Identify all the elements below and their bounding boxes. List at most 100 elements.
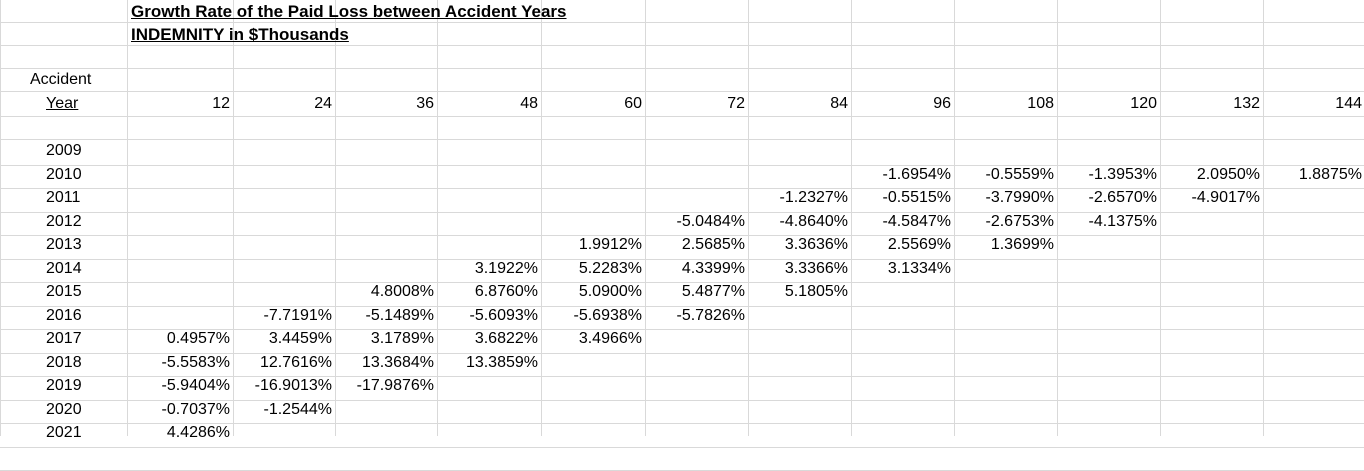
growth-rate-cell[interactable]: -4.1375% [1088, 213, 1158, 230]
grid-column-line [748, 0, 749, 436]
growth-rate-cell[interactable]: 3.1922% [474, 260, 538, 277]
growth-rate-cell[interactable]: -1.3953% [1088, 166, 1158, 183]
dev-age-header[interactable]: 132 [1233, 95, 1260, 112]
growth-rate-cell[interactable]: 12.7616% [259, 354, 332, 371]
grid-row-line [0, 353, 1364, 354]
grid-row-line [0, 45, 1364, 46]
header-year[interactable]: Year [46, 95, 79, 112]
accident-year-label[interactable]: 2015 [46, 283, 82, 300]
accident-year-label[interactable]: 2009 [46, 142, 82, 159]
growth-rate-cell[interactable]: 1.3699% [990, 236, 1054, 253]
growth-rate-cell[interactable]: -1.6954% [882, 166, 952, 183]
growth-rate-cell[interactable]: -5.6938% [573, 307, 643, 324]
growth-rate-cell[interactable]: 3.1334% [887, 260, 951, 277]
grid-column-line [1263, 0, 1264, 436]
growth-rate-cell[interactable]: 4.3399% [681, 260, 745, 277]
dev-age-header[interactable]: 96 [933, 95, 951, 112]
growth-rate-cell[interactable]: 5.0900% [578, 283, 642, 300]
grid-row-line [0, 400, 1364, 401]
accident-year-label[interactable]: 2018 [46, 354, 82, 371]
growth-rate-cell[interactable]: 1.8875% [1298, 166, 1362, 183]
growth-rate-cell[interactable]: -5.7826% [676, 307, 746, 324]
growth-rate-cell[interactable]: 2.0950% [1196, 166, 1260, 183]
growth-rate-cell[interactable]: 3.4966% [578, 330, 642, 347]
grid-row-line [0, 139, 1364, 140]
accident-year-label[interactable]: 2013 [46, 236, 82, 253]
growth-rate-cell[interactable]: 1.9912% [578, 236, 642, 253]
grid-column-line [233, 0, 234, 436]
accident-year-label[interactable]: 2014 [46, 260, 82, 277]
growth-rate-cell[interactable]: 5.2283% [578, 260, 642, 277]
growth-rate-cell[interactable]: -5.0484% [676, 213, 746, 230]
growth-rate-cell[interactable]: 3.4459% [268, 330, 332, 347]
growth-rate-cell[interactable]: 13.3684% [361, 354, 434, 371]
growth-rate-cell[interactable]: -4.5847% [882, 213, 952, 230]
accident-year-label[interactable]: 2016 [46, 307, 82, 324]
grid-row-line [0, 22, 1364, 23]
growth-rate-cell[interactable]: -1.2544% [263, 401, 333, 418]
dev-age-header[interactable]: 60 [624, 95, 642, 112]
accident-year-label[interactable]: 2012 [46, 213, 82, 230]
sheet-title[interactable]: Growth Rate of the Paid Loss between Acc… [131, 2, 567, 21]
growth-rate-cell[interactable]: -4.9017% [1191, 189, 1261, 206]
header-accident[interactable]: Accident [30, 71, 92, 88]
accident-year-label[interactable]: 2019 [46, 377, 82, 394]
growth-rate-cell[interactable]: -5.9404% [161, 377, 231, 394]
growth-rate-cell[interactable]: -16.9013% [254, 377, 332, 394]
grid-row-line [0, 116, 1364, 117]
grid-column-line [954, 0, 955, 436]
growth-rate-cell[interactable]: -0.5515% [882, 189, 952, 206]
growth-rate-cell[interactable]: -3.7990% [985, 189, 1055, 206]
growth-rate-cell[interactable]: -17.9876% [356, 377, 434, 394]
accident-year-label[interactable]: 2020 [46, 401, 82, 418]
grid-row-line [0, 212, 1364, 213]
growth-rate-cell[interactable]: 5.1805% [784, 283, 848, 300]
growth-rate-cell[interactable]: 3.3366% [784, 260, 848, 277]
growth-rate-cell[interactable]: -0.7037% [161, 401, 231, 418]
grid-column-line [1057, 0, 1058, 436]
growth-rate-cell[interactable]: 6.8760% [474, 283, 538, 300]
growth-rate-cell[interactable]: 5.4877% [681, 283, 745, 300]
growth-rate-cell[interactable]: -2.6753% [985, 213, 1055, 230]
accident-year-label[interactable]: 2021 [46, 424, 82, 441]
dev-age-header[interactable]: 24 [314, 95, 332, 112]
dev-age-header[interactable]: 72 [727, 95, 745, 112]
growth-rate-cell[interactable]: 2.5569% [887, 236, 951, 253]
growth-rate-cell[interactable]: 4.4286% [166, 424, 230, 441]
growth-rate-cell[interactable]: 2.5685% [681, 236, 745, 253]
grid-row-line [0, 188, 1364, 189]
dev-age-header[interactable]: 84 [830, 95, 848, 112]
growth-rate-cell[interactable]: 3.1789% [370, 330, 434, 347]
dev-age-header[interactable]: 120 [1130, 95, 1157, 112]
growth-rate-cell[interactable]: -7.7191% [263, 307, 333, 324]
dev-age-header[interactable]: 48 [520, 95, 538, 112]
accident-year-label[interactable]: 2011 [46, 189, 81, 206]
grid-row-line [0, 165, 1364, 166]
accident-year-label[interactable]: 2010 [46, 166, 82, 183]
grid-column-line [1160, 0, 1161, 436]
accident-year-label[interactable]: 2017 [46, 330, 82, 347]
growth-rate-cell[interactable]: -0.5559% [985, 166, 1055, 183]
grid-column-line [645, 0, 646, 436]
sheet-subtitle[interactable]: INDEMNITY in $Thousands [131, 25, 349, 44]
dev-age-header[interactable]: 12 [212, 95, 230, 112]
grid-row-line [0, 282, 1364, 283]
growth-rate-cell[interactable]: 3.6822% [474, 330, 538, 347]
growth-rate-cell[interactable]: -5.5583% [161, 354, 231, 371]
dev-age-header[interactable]: 108 [1027, 95, 1054, 112]
growth-rate-cell[interactable]: -2.6570% [1088, 189, 1158, 206]
growth-rate-cell[interactable]: 13.3859% [465, 354, 538, 371]
growth-rate-cell[interactable]: -5.1489% [365, 307, 435, 324]
grid-column-line [851, 0, 852, 436]
growth-rate-cell[interactable]: 3.3636% [784, 236, 848, 253]
growth-rate-cell[interactable]: -4.8640% [779, 213, 849, 230]
grid-row-line [0, 423, 1364, 424]
growth-rate-cell[interactable]: 4.8008% [370, 283, 434, 300]
growth-rate-cell[interactable]: 0.4957% [166, 330, 230, 347]
grid-row-line [0, 91, 1364, 92]
growth-rate-cell[interactable]: -1.2327% [779, 189, 849, 206]
dev-age-header[interactable]: 36 [416, 95, 434, 112]
growth-rate-cell[interactable]: -5.6093% [469, 307, 539, 324]
grid-column-line [127, 0, 128, 436]
dev-age-header[interactable]: 144 [1335, 95, 1362, 112]
